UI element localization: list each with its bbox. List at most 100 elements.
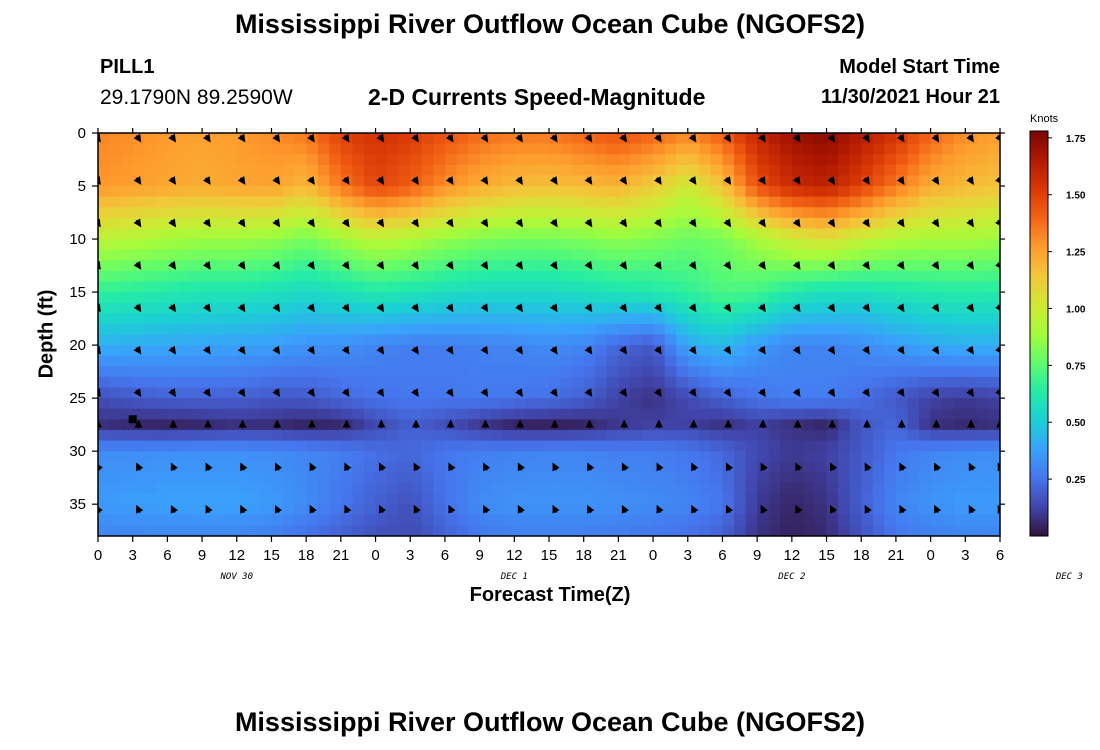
heat-cell <box>976 217 990 230</box>
heat-cell <box>699 366 712 378</box>
heat-cell <box>444 196 458 208</box>
heat-cell <box>768 493 781 505</box>
heat-cell <box>259 154 273 166</box>
current-vector-arrow <box>98 176 101 185</box>
heat-cell <box>699 313 712 325</box>
heat-cell <box>734 164 747 177</box>
heat-cell <box>283 451 296 463</box>
heat-cell <box>780 249 793 261</box>
heat-cell <box>872 217 885 230</box>
heat-cell <box>144 514 157 526</box>
heat-cell <box>849 493 862 505</box>
heat-cell <box>421 228 434 240</box>
heat-cell <box>144 323 157 336</box>
heat-cell <box>283 323 296 336</box>
current-vector-arrow <box>653 345 662 355</box>
heat-cell <box>884 440 897 452</box>
heat-cell <box>814 239 828 251</box>
heat-cell <box>248 228 261 240</box>
heat-cell <box>653 228 666 240</box>
heat-cell <box>699 387 712 399</box>
heat-cell <box>167 334 180 346</box>
heat-cell <box>664 133 677 145</box>
heat-cell <box>525 292 539 304</box>
heat-cell <box>456 514 469 526</box>
heat-cell <box>456 270 469 283</box>
heat-cell <box>502 260 515 272</box>
current-vector-arrow <box>309 462 317 472</box>
heat-cell <box>988 217 1000 230</box>
heat-cell <box>271 514 284 526</box>
heat-cell <box>560 493 573 505</box>
heat-cell <box>155 143 168 155</box>
current-vectors <box>98 133 1000 514</box>
heat-cell <box>942 143 955 155</box>
heat-cell <box>317 196 330 208</box>
heat-cell <box>248 493 261 505</box>
heat-cell <box>710 345 724 357</box>
heat-cell <box>317 387 330 399</box>
heat-cell <box>225 461 238 473</box>
heat-cell <box>953 387 966 399</box>
heat-cell <box>410 281 423 293</box>
current-vector-arrow <box>378 462 387 472</box>
heat-cell <box>988 249 1000 261</box>
heat-cell <box>722 313 735 325</box>
heat-cell <box>259 366 273 378</box>
heat-cell <box>780 186 793 198</box>
heat-cell <box>676 292 689 304</box>
heat-cell <box>583 292 596 304</box>
heat-cell <box>618 270 631 283</box>
heat-cell <box>121 281 134 293</box>
current-vector-arrow <box>344 504 352 514</box>
heat-cell <box>872 228 885 240</box>
heat-cell <box>537 482 550 495</box>
current-vector-arrow <box>827 133 836 143</box>
heat-cell <box>340 472 354 484</box>
heat-cell <box>155 217 168 230</box>
heat-cell <box>884 472 897 484</box>
heat-cell <box>410 429 423 442</box>
heat-cell <box>780 207 793 219</box>
heat-cell <box>687 281 700 293</box>
heat-cell <box>352 217 365 230</box>
heat-cell <box>629 419 643 431</box>
heat-cell <box>849 451 862 463</box>
heat-cell <box>560 154 573 166</box>
heat-cell <box>109 451 122 463</box>
heat-cell <box>283 196 296 208</box>
heat-cell <box>919 366 932 378</box>
heat-cell <box>178 451 192 463</box>
current-vector-arrow <box>827 345 836 355</box>
heat-cell <box>121 408 134 420</box>
heat-cell <box>236 207 249 219</box>
heat-cell <box>872 143 885 155</box>
heat-cell <box>525 143 539 155</box>
heat-cell <box>560 323 573 336</box>
heat-cell <box>329 493 342 505</box>
heat-cell <box>791 313 805 325</box>
heat-cell <box>410 525 423 536</box>
current-vector-arrow <box>133 260 142 270</box>
heat-cell <box>525 387 539 399</box>
heat-cell <box>572 451 585 463</box>
heat-cell <box>745 143 758 155</box>
current-vector-arrow <box>378 504 387 514</box>
heat-cell <box>213 472 226 484</box>
heat-cell <box>791 398 805 410</box>
heat-cell <box>144 408 157 420</box>
heat-cell <box>178 207 192 219</box>
heat-cell <box>942 387 955 399</box>
heat-cell <box>468 239 481 251</box>
heat-cell <box>352 514 365 526</box>
current-vector-arrow <box>966 176 974 185</box>
heat-cell <box>202 196 215 208</box>
heat-cell <box>352 313 365 325</box>
heat-cell <box>606 334 619 346</box>
current-vector-arrow <box>272 218 281 228</box>
heat-cell <box>202 249 215 261</box>
heat-cell <box>178 228 192 240</box>
heat-cell <box>930 493 943 505</box>
heat-cell <box>213 387 226 399</box>
heat-cell <box>514 482 527 495</box>
